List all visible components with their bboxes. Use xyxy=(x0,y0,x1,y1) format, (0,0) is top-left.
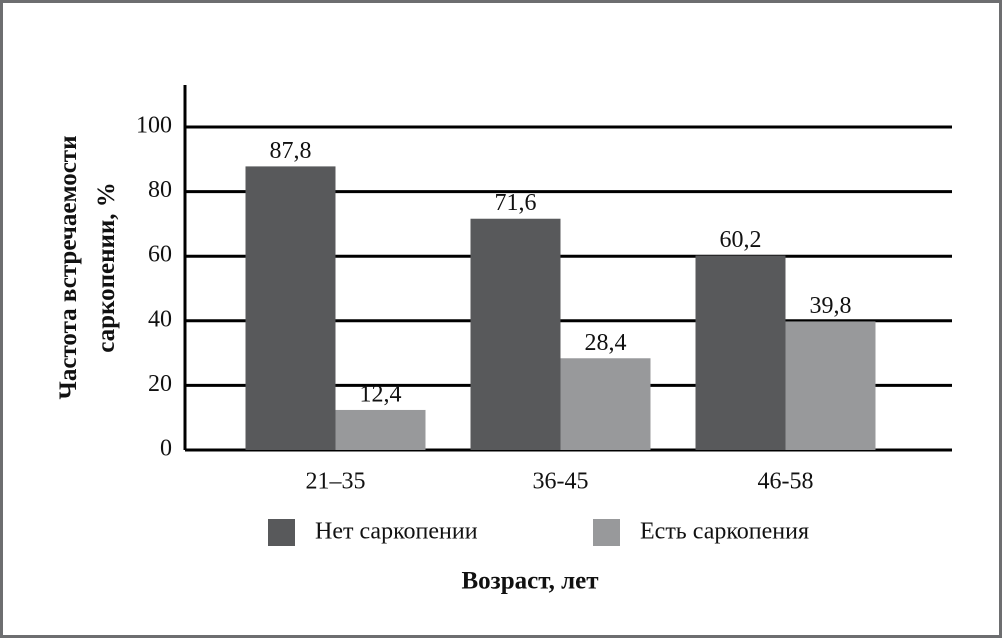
y-axis-label: Частота встречаемости саркопении, % xyxy=(55,136,120,400)
y-tick-label: 80 xyxy=(148,177,172,203)
y-axis-label-line: Частота встречаемости xyxy=(55,136,82,400)
y-tick-label: 0 xyxy=(160,436,172,462)
x-tick-label: 46-58 xyxy=(758,469,814,495)
y-tick-label: 20 xyxy=(148,371,172,397)
y-tick-label: 100 xyxy=(136,112,172,138)
value-label: 71,6 xyxy=(495,190,537,216)
value-label: 60,2 xyxy=(720,227,762,253)
legend-swatch xyxy=(593,519,620,546)
legend-label: Нет саркопении xyxy=(315,519,478,545)
bar xyxy=(335,409,426,450)
y-axis-label-line: саркопении, % xyxy=(93,182,120,353)
bar xyxy=(560,358,651,450)
value-label: 28,4 xyxy=(585,330,627,356)
bar xyxy=(470,218,561,450)
x-tick-label: 21–35 xyxy=(306,469,366,495)
y-tick-label: 60 xyxy=(148,242,172,268)
value-label: 39,8 xyxy=(810,293,852,319)
x-axis-label: Возраст, лет xyxy=(461,568,598,595)
value-label: 87,8 xyxy=(270,138,312,164)
x-tick-label: 36-45 xyxy=(533,469,589,495)
legend-label: Есть саркопения xyxy=(640,519,809,545)
value-label: 12,4 xyxy=(360,381,402,407)
bar xyxy=(245,166,336,450)
legend-swatch xyxy=(268,519,295,546)
y-tick-label: 40 xyxy=(148,306,172,332)
bar xyxy=(695,255,786,450)
bar xyxy=(785,321,876,450)
